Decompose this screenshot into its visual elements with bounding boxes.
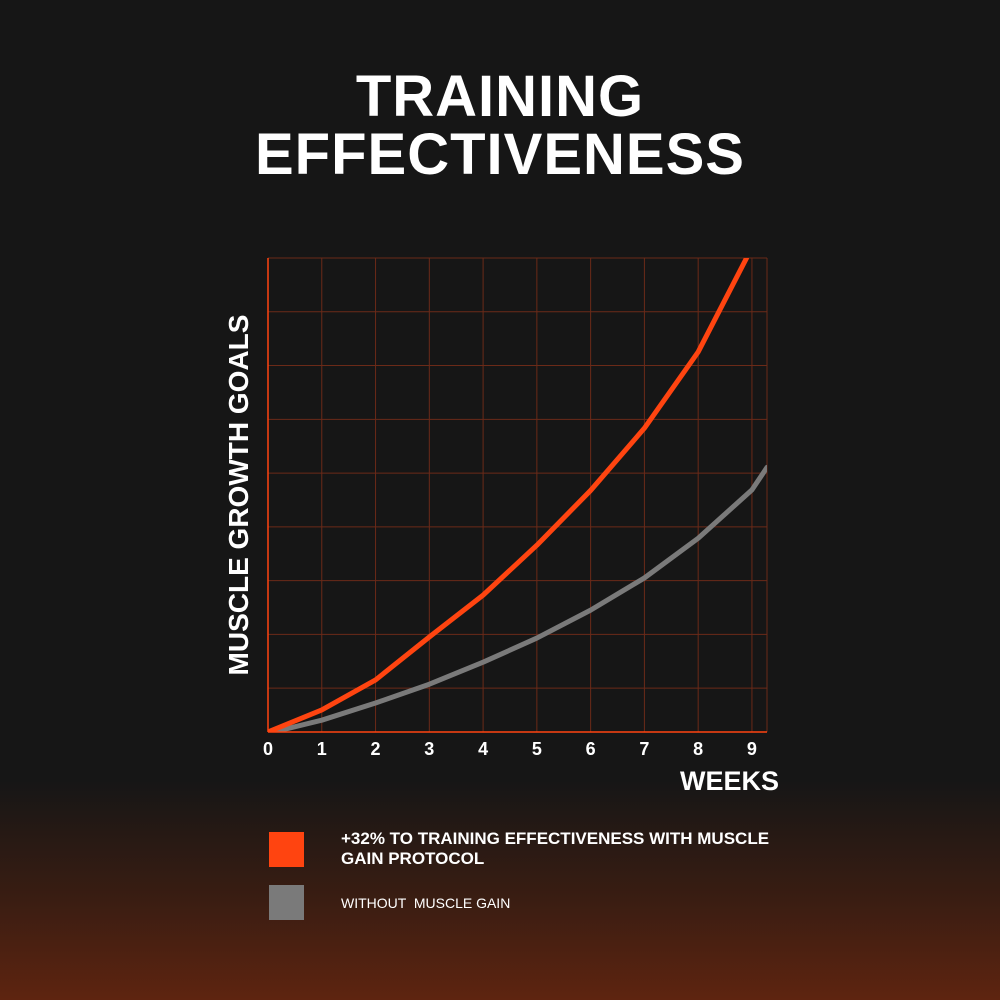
x-tick-label: 1 <box>317 739 327 759</box>
legend-swatch <box>269 831 304 867</box>
x-tick-label: 2 <box>371 739 381 759</box>
x-tick-label: 7 <box>639 739 649 759</box>
chart-title: TRAINING EFFECTIVENESS <box>255 64 745 187</box>
series-line <box>270 464 767 732</box>
x-tick-label: 5 <box>532 739 542 759</box>
legend-item: +32% TO TRAINING EFFECTIVENESS WITH MUSC… <box>269 829 781 869</box>
x-axis-label: WEEKS <box>680 766 779 796</box>
x-tick-label: 4 <box>478 739 488 759</box>
legend-swatch <box>269 885 304 920</box>
x-tick-label: 8 <box>693 739 703 759</box>
x-tick-label: 3 <box>424 739 434 759</box>
y-axis-label: MUSCLE GROWTH GOALS <box>223 315 254 676</box>
x-tick-label: 0 <box>263 739 273 759</box>
plot-area <box>268 258 767 732</box>
legend-label: WITHOUT MUSCLE GAIN <box>341 894 511 911</box>
legend-item: WITHOUT MUSCLE GAIN <box>269 885 781 920</box>
x-tick-label: 9 <box>747 739 757 759</box>
x-tick-label: 6 <box>586 739 596 759</box>
legend-label: +32% TO TRAINING EFFECTIVENESS WITH MUSC… <box>341 829 774 868</box>
series-line <box>268 258 750 732</box>
grid <box>267 257 768 732</box>
